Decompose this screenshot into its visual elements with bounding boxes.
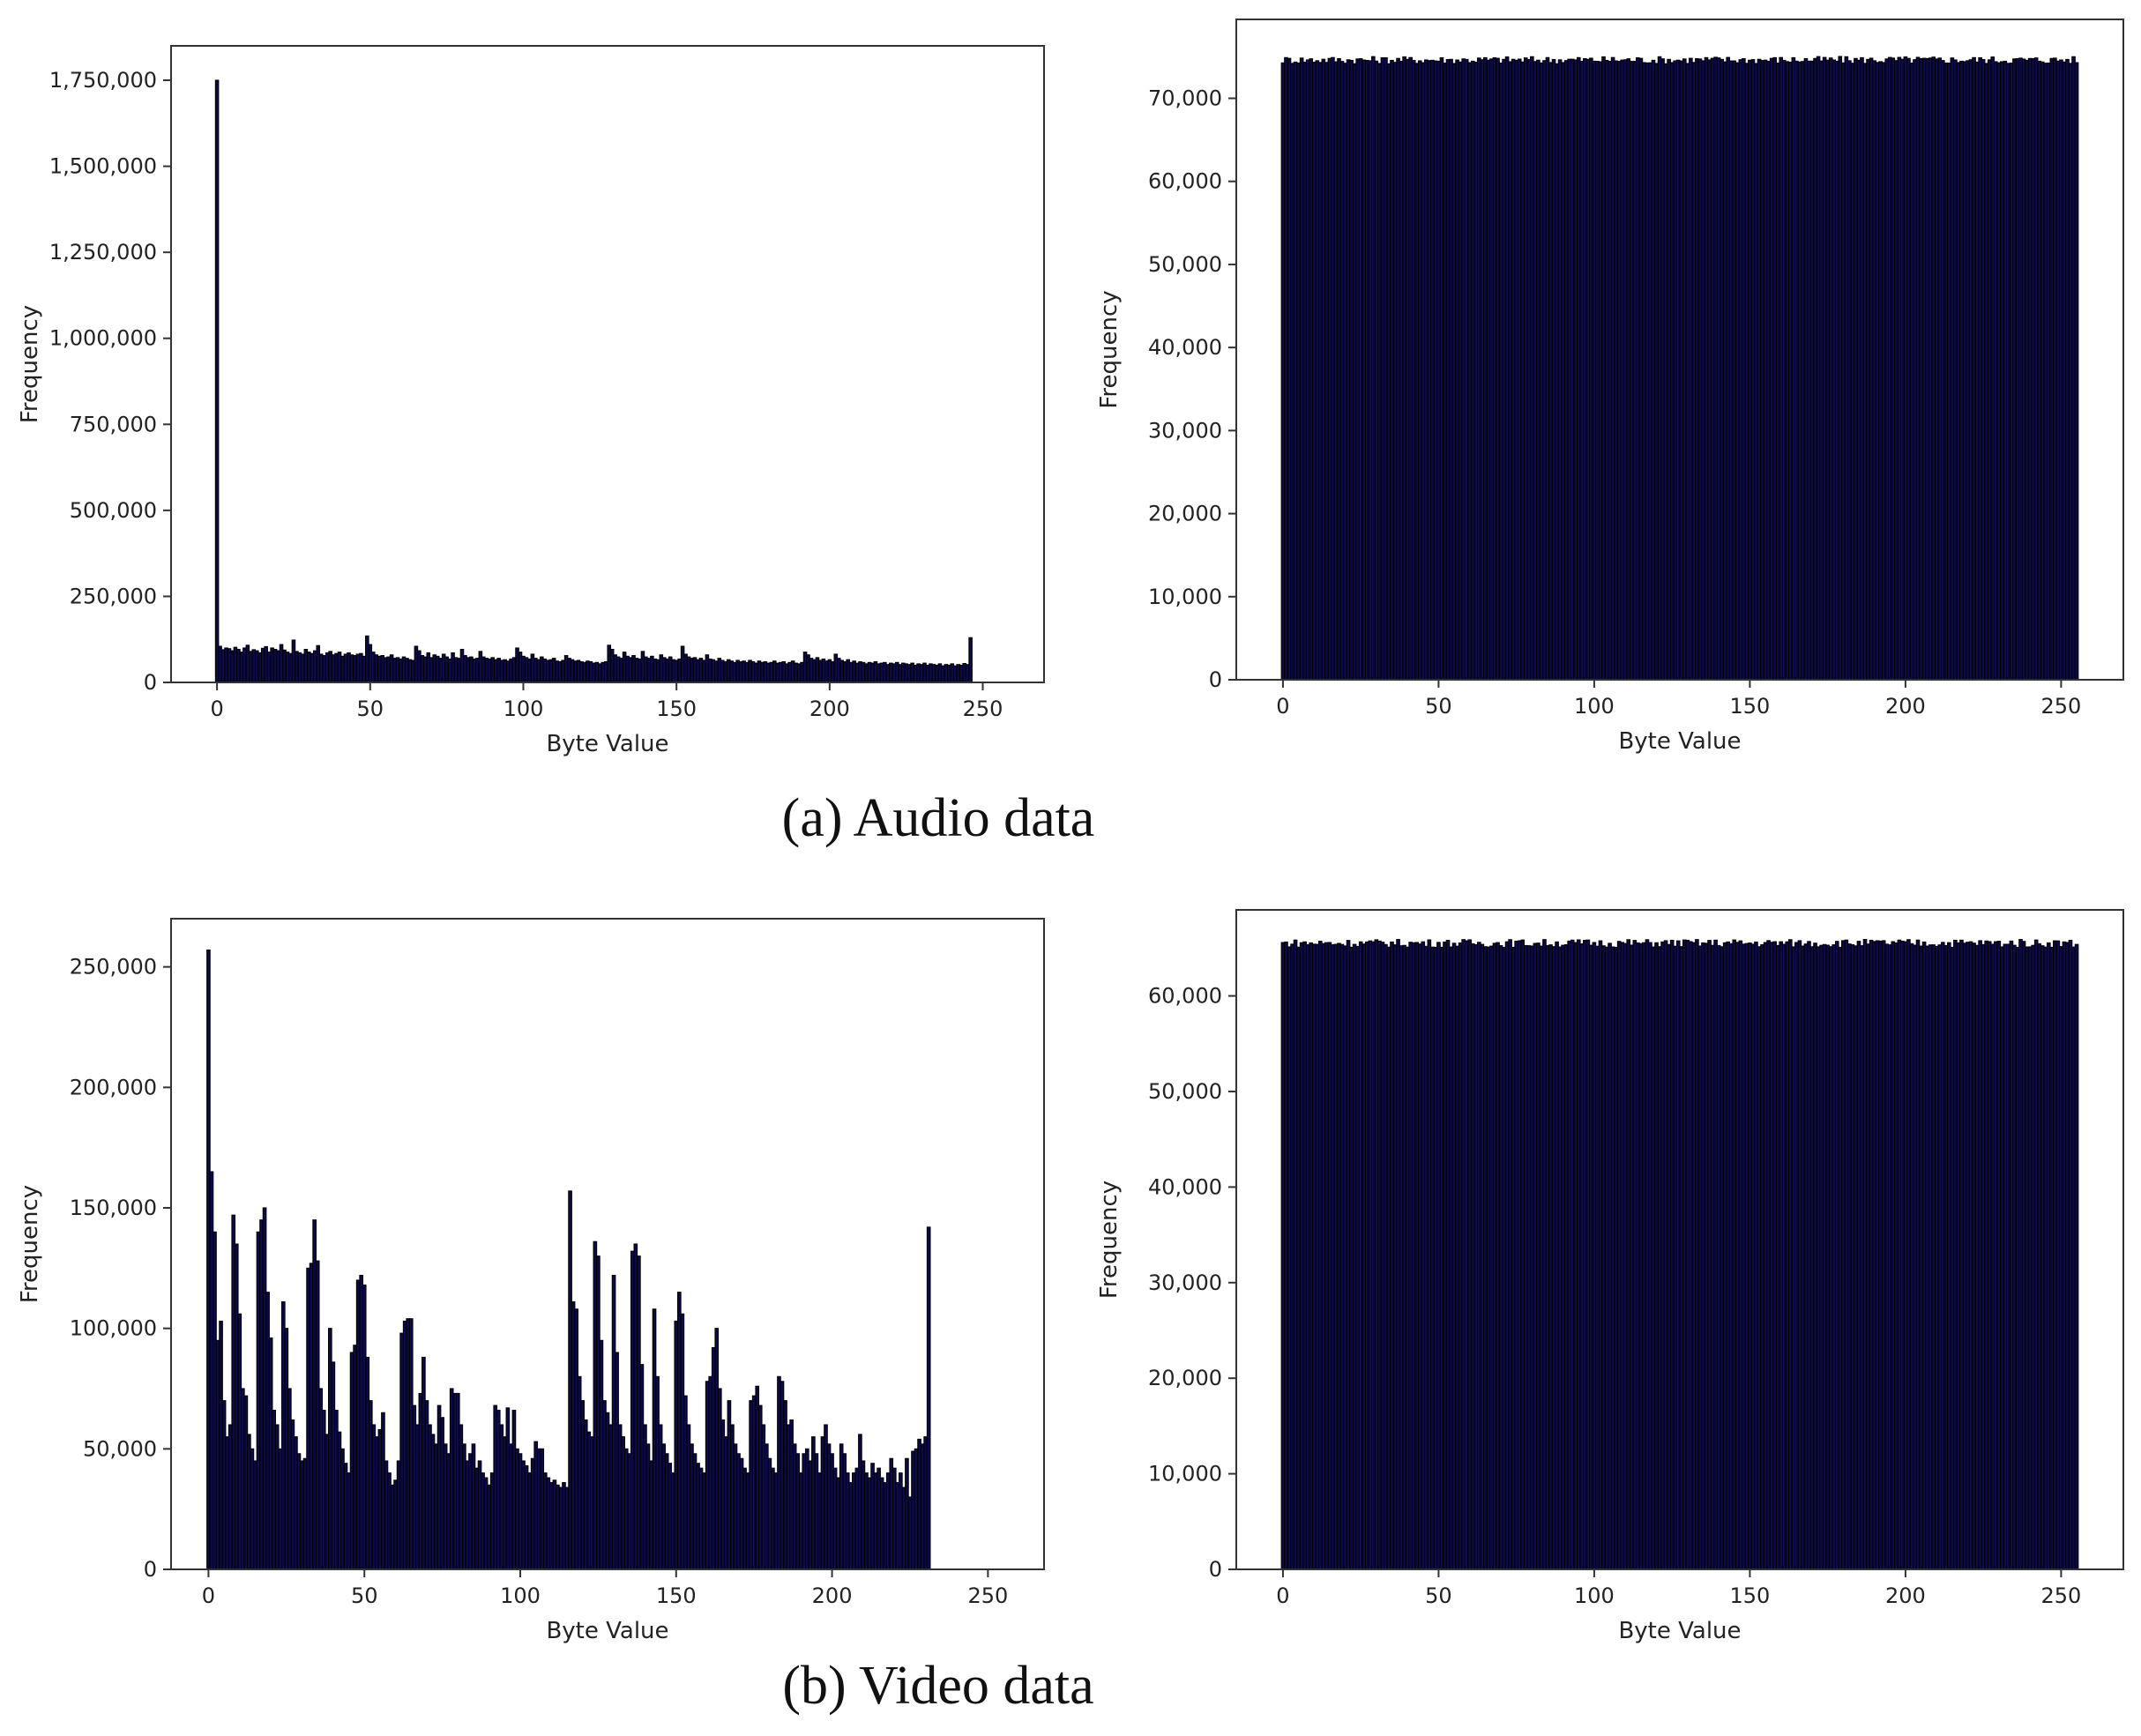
x-tick-label: 250 bbox=[2040, 694, 2081, 719]
x-tick-label: 150 bbox=[656, 697, 697, 721]
video-original-histogram: 0 50 100 150 200 250 0 50,000 100,000 150,000 200,… bbox=[17, 918, 1045, 1644]
y-tick-label: 30,000 bbox=[1148, 1270, 1222, 1295]
y-tick-label: 1,750,000 bbox=[49, 68, 157, 93]
y-tick-label: 750,000 bbox=[70, 412, 157, 436]
x-tick-label: 50 bbox=[1425, 1583, 1452, 1608]
x-tick-label: 250 bbox=[963, 697, 1003, 721]
y-axis-label: Frequency bbox=[17, 305, 43, 423]
video-encrypted-histogram: 0 50 100 150 200 250 0 10,000 20,000 30,000 40,000… bbox=[1096, 909, 2124, 1644]
x-tick-label: 150 bbox=[656, 1583, 697, 1608]
y-tick-label: 10,000 bbox=[1148, 585, 1222, 609]
y-tick-label: 150,000 bbox=[70, 1196, 157, 1220]
y-tick-label: 0 bbox=[144, 1557, 157, 1582]
bar bbox=[2074, 62, 2079, 681]
audio-encrypted-histogram: 0 50 100 150 200 250 0 10,000 20,000 30,000 40,000… bbox=[1096, 19, 2124, 755]
x-tick-label: 50 bbox=[1425, 694, 1452, 719]
caption-audio: (a) Audio data bbox=[782, 788, 1095, 848]
y-tick-label: 1,000,000 bbox=[49, 326, 157, 351]
x-axis-label: Byte Value bbox=[546, 1618, 668, 1644]
bar bbox=[926, 1226, 931, 1570]
y-tick-label: 40,000 bbox=[1148, 1174, 1222, 1199]
x-axis-label: Byte Value bbox=[546, 731, 668, 757]
x-tick-label: 150 bbox=[1730, 1583, 1771, 1608]
x-tick-label: 0 bbox=[210, 697, 223, 721]
x-tick-label: 0 bbox=[1276, 694, 1289, 719]
plot-frame bbox=[1235, 909, 2124, 1570]
y-tick-label: 100,000 bbox=[70, 1316, 157, 1341]
x-tick-label: 100 bbox=[1574, 1583, 1615, 1608]
y-tick-label: 250,000 bbox=[70, 955, 157, 980]
y-tick-label: 0 bbox=[1209, 667, 1222, 692]
y-axis-label: Frequency bbox=[1096, 290, 1123, 408]
y-tick-label: 0 bbox=[1209, 1557, 1222, 1582]
bar bbox=[968, 637, 973, 683]
y-tick-label: 60,000 bbox=[1148, 169, 1222, 194]
y-tick-label: 30,000 bbox=[1148, 418, 1222, 443]
audio-original-histogram: 0 50 100 150 200 250 0 250,000 500,000 750,000 1,0… bbox=[17, 45, 1045, 757]
x-tick-label: 250 bbox=[2040, 1583, 2081, 1608]
y-tick-label: 1,250,000 bbox=[49, 240, 157, 264]
y-tick-label: 0 bbox=[144, 670, 157, 695]
y-tick-label: 250,000 bbox=[70, 584, 157, 608]
y-tick-label: 1,500,000 bbox=[49, 154, 157, 179]
plot-frame bbox=[170, 45, 1045, 683]
y-tick-label: 500,000 bbox=[70, 498, 157, 523]
y-tick-label: 10,000 bbox=[1148, 1462, 1222, 1486]
y-tick-label: 50,000 bbox=[83, 1436, 157, 1461]
caption-video: (b) Video data bbox=[782, 1656, 1093, 1716]
x-tick-label: 0 bbox=[202, 1583, 215, 1608]
y-tick-label: 200,000 bbox=[70, 1075, 157, 1099]
y-tick-label: 40,000 bbox=[1148, 335, 1222, 360]
x-tick-label: 200 bbox=[812, 1583, 853, 1608]
x-tick-label: 100 bbox=[504, 697, 544, 721]
y-tick-label: 20,000 bbox=[1148, 1366, 1222, 1390]
x-tick-label: 100 bbox=[500, 1583, 541, 1608]
x-axis-label: Byte Value bbox=[1618, 728, 1741, 755]
plot-frame bbox=[170, 918, 1045, 1570]
y-tick-label: 70,000 bbox=[1148, 86, 1222, 111]
y-tick-label: 60,000 bbox=[1148, 984, 1222, 1009]
y-axis-label: Frequency bbox=[1096, 1181, 1123, 1299]
x-axis-label: Byte Value bbox=[1618, 1618, 1741, 1644]
bar bbox=[2074, 943, 2079, 1570]
x-tick-label: 250 bbox=[967, 1583, 1008, 1608]
x-tick-label: 0 bbox=[1276, 1583, 1289, 1608]
bar bbox=[214, 79, 220, 683]
x-tick-label: 200 bbox=[809, 697, 850, 721]
y-axis-label: Frequency bbox=[17, 1185, 43, 1303]
y-tick-label: 50,000 bbox=[1148, 252, 1222, 277]
y-tick-label: 20,000 bbox=[1148, 502, 1222, 526]
x-tick-label: 50 bbox=[351, 1583, 378, 1608]
x-tick-label: 200 bbox=[1885, 694, 1926, 719]
x-tick-label: 100 bbox=[1574, 694, 1615, 719]
x-tick-label: 50 bbox=[357, 697, 384, 721]
x-tick-label: 200 bbox=[1885, 1583, 1926, 1608]
y-tick-label: 50,000 bbox=[1148, 1079, 1222, 1104]
x-tick-label: 150 bbox=[1730, 694, 1771, 719]
plot-frame bbox=[1235, 19, 2124, 681]
